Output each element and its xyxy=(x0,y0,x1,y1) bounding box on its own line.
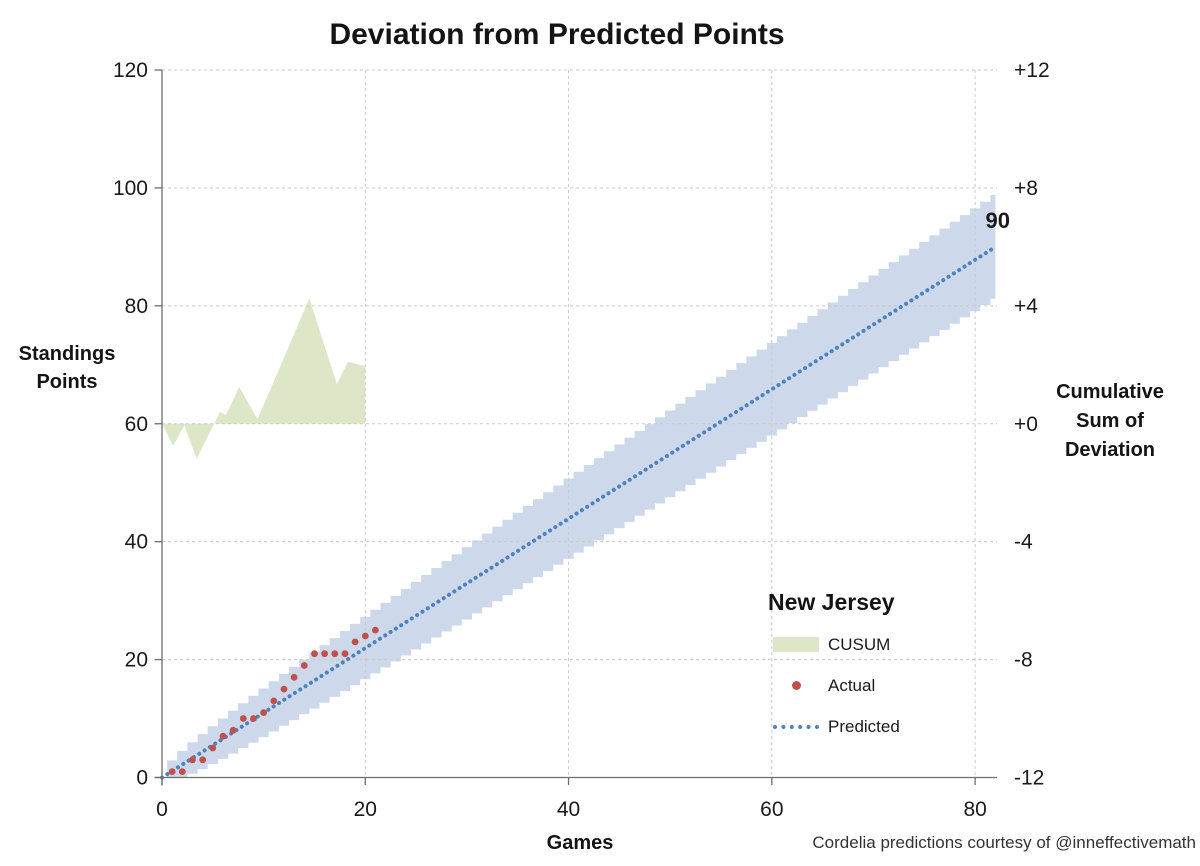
legend-item-predicted-label: Predicted xyxy=(828,716,900,736)
predicted-dotted-line-marker xyxy=(768,724,824,729)
actual-point xyxy=(372,626,379,634)
actual-point xyxy=(250,715,257,722)
credit-note: Cordelia predictions courtesy of @inneff… xyxy=(812,833,1196,852)
x-tick-label: 80 xyxy=(963,798,986,821)
y-axis-title-left-line1: Standings xyxy=(18,343,116,365)
actual-point xyxy=(321,650,328,658)
legend: New Jersey CUSUM Actual Predicted xyxy=(768,589,900,747)
y-left-tick-label: 0 xyxy=(136,767,148,790)
cusum-area xyxy=(162,298,366,460)
y-axis-title-right-line3: Deviation xyxy=(1064,439,1156,461)
actual-point xyxy=(178,768,186,775)
actual-point xyxy=(260,709,267,716)
y-right-tick-label: +8 xyxy=(1014,177,1038,200)
legend-item-cusum-label: CUSUM xyxy=(828,634,891,654)
x-tick-label: 0 xyxy=(156,798,168,821)
y-right-tick-label: -8 xyxy=(1014,649,1033,672)
x-tick-label: 40 xyxy=(557,798,580,821)
actual-point xyxy=(219,732,227,740)
predicted-line xyxy=(160,244,998,780)
legend-title: New Jersey xyxy=(768,589,895,615)
y-left-tick-label: 40 xyxy=(125,531,148,554)
y-axis-title-left: Standings Points xyxy=(0,340,134,396)
x-tick-label: 20 xyxy=(354,798,377,821)
actual-point xyxy=(168,768,176,775)
actual-point xyxy=(361,632,369,640)
y-right-tick-label: +0 xyxy=(1014,413,1038,436)
y-axis-title-left-line2: Points xyxy=(36,371,98,393)
y-left-tick-label: 100 xyxy=(113,177,148,200)
actual-point xyxy=(189,756,196,764)
actual-point xyxy=(229,726,237,734)
y-left-tick-label: 20 xyxy=(125,649,148,672)
y-axis-title-right-line1: Cumulative xyxy=(1056,381,1164,403)
legend-item-cusum: CUSUM xyxy=(768,624,900,665)
y-left-tick-label: 120 xyxy=(113,59,148,82)
actual-point xyxy=(311,650,318,658)
actual-point xyxy=(300,662,308,669)
actual-point xyxy=(280,685,288,693)
legend-item-actual-label: Actual xyxy=(828,675,876,695)
y-left-tick-label: 80 xyxy=(125,295,148,318)
actual-point xyxy=(199,756,207,764)
actual-point xyxy=(290,673,298,681)
x-tick-label: 60 xyxy=(760,798,783,821)
actual-point xyxy=(209,744,217,752)
legend-item-actual: Actual xyxy=(768,665,900,706)
y-right-tick-label: -4 xyxy=(1014,531,1033,554)
actual-dot-marker xyxy=(768,681,824,690)
actual-point xyxy=(341,650,349,658)
chart-title: Deviation from Predicted Points xyxy=(329,18,785,51)
actual-point xyxy=(270,697,278,705)
actual-point xyxy=(331,650,339,658)
cusum-area-swatch xyxy=(768,637,824,652)
y-axis-title-right-line2: Sum of xyxy=(1076,410,1144,432)
x-axis-title: Games xyxy=(546,832,614,854)
y-left-tick-label: 60 xyxy=(125,413,148,436)
y-right-tick-label: -12 xyxy=(1014,766,1044,789)
y-axis-title-right: Cumulative Sum of Deviation xyxy=(1040,378,1180,465)
predicted-end-label: 90 xyxy=(986,208,1010,233)
actual-point xyxy=(351,638,359,646)
y-right-tick-label: +12 xyxy=(1014,59,1050,82)
legend-item-predicted: Predicted xyxy=(768,706,900,747)
actual-point xyxy=(239,715,247,722)
y-right-tick-label: +4 xyxy=(1014,295,1038,318)
